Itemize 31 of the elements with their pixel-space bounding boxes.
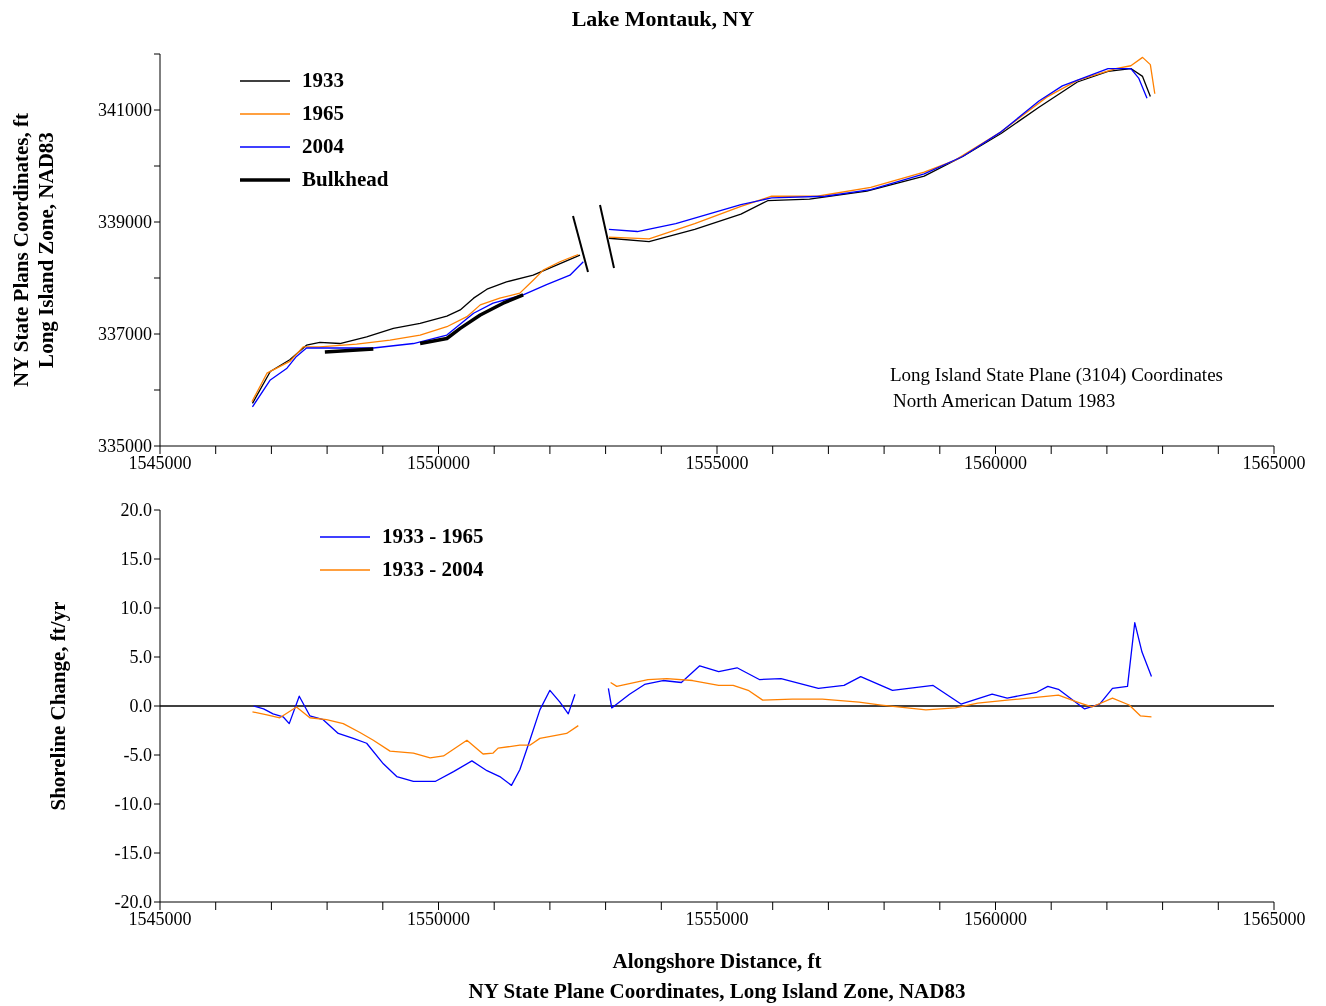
y-tick-label: 337000	[98, 324, 152, 345]
legend-label: 1965	[302, 101, 344, 126]
y-tick-label: 0.0	[129, 696, 152, 717]
x-tick-label: 1550000	[407, 452, 470, 473]
y-tick-label: 10.0	[120, 598, 152, 619]
y-tick-label: -10.0	[114, 794, 152, 815]
legend-label: 1933 - 2004	[382, 557, 484, 582]
y-tick-label: 341000	[98, 100, 152, 121]
x-tick-label: 1555000	[685, 908, 749, 929]
x-tick-label: 1565000	[1242, 908, 1306, 929]
y-tick-label: 15.0	[120, 549, 152, 570]
y-tick-label: -15.0	[114, 843, 152, 864]
y-tick-label: 20.0	[120, 500, 152, 521]
legend-label: 1933	[302, 68, 344, 93]
x-axis-title: Alongshore Distance, ft NY State Plane Coordinates, Long Island Zone, NAD83	[467, 948, 967, 1005]
x-tick-label: 1565000	[1242, 452, 1306, 473]
y-axis-title: NY State Plans Coordinates, ft Long Island Zone, NAD83	[9, 113, 59, 387]
y-tick-label: 5.0	[129, 647, 152, 668]
legend-label: Bulkhead	[302, 167, 389, 192]
legend-label: 2004	[302, 134, 344, 159]
y-tick-label: -5.0	[123, 745, 152, 766]
x-tick-label: 1560000	[964, 452, 1027, 473]
y-tick-label: 339000	[98, 212, 152, 233]
y-axis-title: Shoreline Change, ft/yr	[45, 601, 71, 811]
annotation: North American Datum 1983	[892, 389, 1117, 413]
annotation: Long Island State Plane (3104) Coordinates	[890, 363, 1223, 387]
legend-label: 1933 - 1965	[382, 524, 484, 549]
x-tick-label: 1550000	[407, 908, 470, 929]
chart-title: Lake Montauk, NY	[570, 6, 756, 32]
x-tick-label: 1555000	[685, 452, 749, 473]
x-tick-label: 1560000	[964, 908, 1027, 929]
